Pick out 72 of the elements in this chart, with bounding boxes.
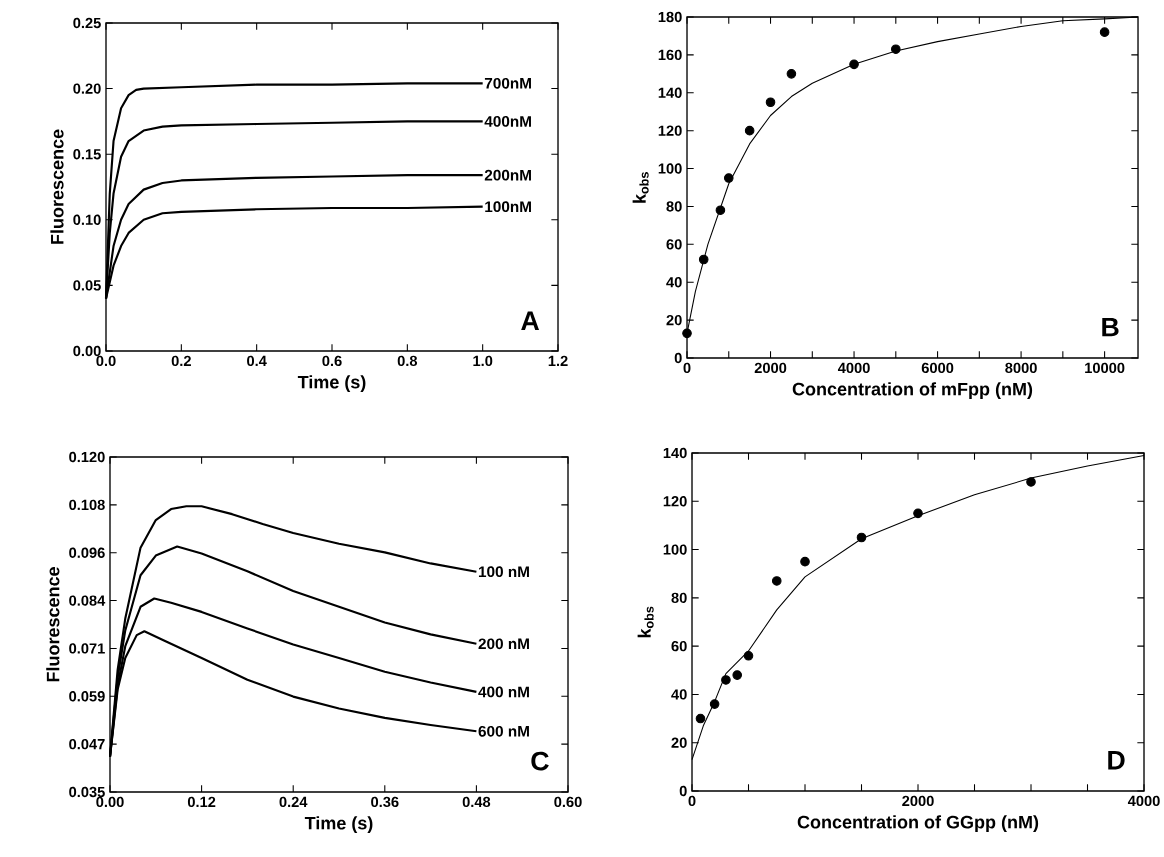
x-axis-title: Time (s) bbox=[297, 375, 366, 393]
y-tick-label: 120 bbox=[663, 496, 687, 507]
x-tick-label: 6000 bbox=[921, 362, 954, 374]
x-axis-title: Time (s) bbox=[304, 816, 373, 834]
y-tick-label: 140 bbox=[658, 87, 682, 98]
y-tick-label: 0.10 bbox=[73, 214, 101, 225]
legend-label: 400 nM bbox=[478, 686, 529, 698]
x-tick-label: 0.60 bbox=[554, 796, 582, 808]
y-axis-title: Fluorescence bbox=[50, 129, 64, 244]
x-tick-label: 2000 bbox=[902, 795, 934, 807]
y-tick-label: 100 bbox=[663, 544, 687, 555]
y-tick-label: 0.00 bbox=[73, 345, 101, 357]
y-tick-label: 140 bbox=[663, 447, 687, 459]
legend-label: 200 nM bbox=[478, 638, 529, 650]
y-tick-label: 80 bbox=[666, 201, 682, 212]
y-tick-label: 0.084 bbox=[69, 595, 106, 606]
x-tick-label: 2000 bbox=[754, 362, 787, 374]
annotation: A bbox=[521, 311, 540, 330]
x-axis-title: Concentration of mFpp (nM) bbox=[792, 382, 1033, 400]
x-tick-label: 0.0 bbox=[96, 355, 116, 367]
x-tick-label: 0.12 bbox=[187, 796, 216, 808]
x-tick-label: 0.6 bbox=[322, 355, 342, 367]
y-axis-title: Fluorescence bbox=[46, 567, 60, 682]
y-tick-label: 0.15 bbox=[73, 149, 101, 160]
y-tick-label: 0.035 bbox=[69, 786, 105, 798]
y-tick-label: 100 bbox=[658, 163, 682, 174]
y-tick-label: 20 bbox=[671, 737, 687, 748]
x-tick-label: 8000 bbox=[1005, 362, 1037, 374]
y-axis-title: k$_{obs}$ bbox=[632, 172, 649, 203]
y-tick-label: 0.096 bbox=[69, 547, 105, 558]
x-tick-label: 1.2 bbox=[548, 355, 568, 366]
y-tick-label: 0.05 bbox=[73, 280, 101, 291]
x-tick-label: 4000 bbox=[837, 362, 870, 374]
annotation: D bbox=[1108, 751, 1125, 770]
x-tick-label: 1.0 bbox=[473, 355, 493, 367]
x-tick-label: 0.48 bbox=[462, 796, 491, 808]
annotation: C bbox=[531, 751, 549, 771]
legend-label: 700nM bbox=[484, 77, 531, 89]
y-tick-label: 120 bbox=[658, 125, 682, 136]
y-tick-label: 40 bbox=[671, 689, 687, 700]
y-tick-label: 180 bbox=[658, 11, 682, 23]
y-tick-label: 60 bbox=[671, 640, 687, 652]
x-tick-label: 0.00 bbox=[96, 796, 124, 808]
x-tick-label: 0.36 bbox=[371, 796, 399, 808]
series-label: 200nM bbox=[484, 169, 531, 181]
y-tick-label: 40 bbox=[666, 277, 682, 288]
series-label: 100 nM bbox=[478, 566, 529, 578]
x-tick-label: 10000 bbox=[1085, 362, 1125, 374]
y-tick-label: 0.059 bbox=[69, 691, 105, 702]
y-tick-label: 0.047 bbox=[69, 738, 105, 750]
y-tick-label: 160 bbox=[658, 49, 682, 61]
y-tick-label: 0.108 bbox=[69, 499, 105, 511]
y-axis-title: k$_{obs}$ bbox=[637, 606, 654, 638]
y-tick-label: 0.25 bbox=[73, 17, 101, 29]
x-tick-label: 0.24 bbox=[279, 796, 308, 808]
series-label: 100nM bbox=[485, 201, 531, 213]
y-tick-label: 0.20 bbox=[73, 83, 101, 94]
x-tick-label: 0.8 bbox=[397, 355, 418, 367]
series-label: 600 nM bbox=[478, 725, 529, 737]
x-axis-title: Concentration of GGpp (nM) bbox=[797, 815, 1039, 833]
y-tick-label: 0.120 bbox=[69, 451, 105, 463]
y-tick-label: 60 bbox=[666, 239, 682, 250]
x-tick-label: 4000 bbox=[1127, 795, 1160, 807]
y-tick-label: 20 bbox=[666, 314, 682, 326]
x-tick-label: 0.2 bbox=[171, 355, 191, 367]
annotation: B bbox=[1102, 317, 1119, 337]
y-tick-label: 0.071 bbox=[69, 643, 105, 654]
x-tick-label: 0 bbox=[688, 795, 696, 807]
y-tick-label: 0 bbox=[679, 785, 687, 797]
x-tick-label: 0.4 bbox=[247, 355, 267, 367]
series-label: 400nM bbox=[484, 115, 531, 127]
y-tick-label: 80 bbox=[671, 592, 687, 604]
